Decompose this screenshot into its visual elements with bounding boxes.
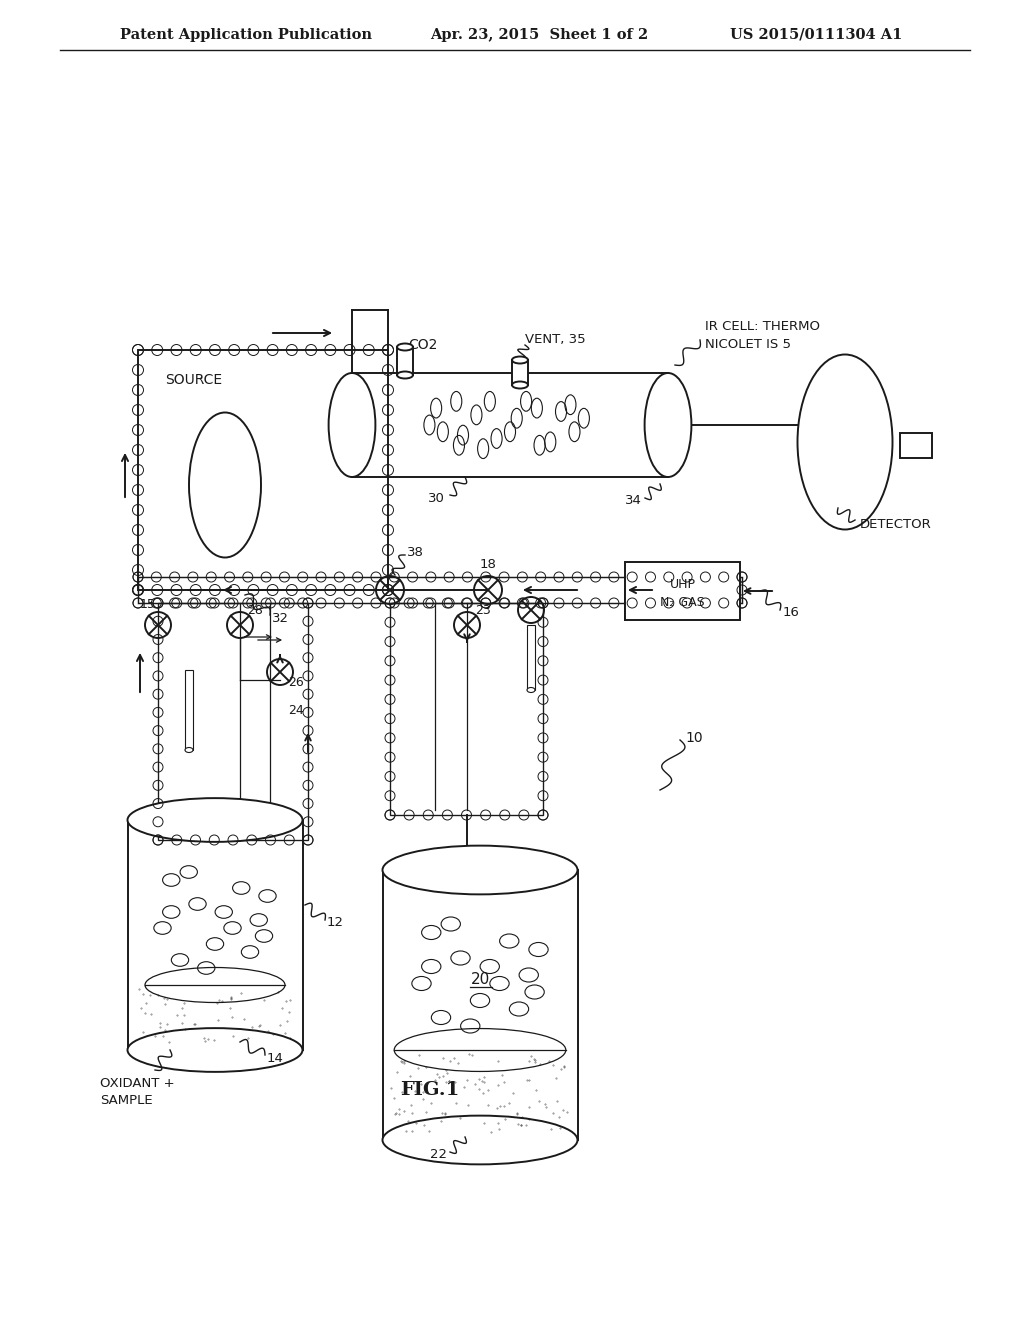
Ellipse shape — [128, 799, 302, 842]
Bar — [352, 374, 668, 477]
Text: VENT, 35: VENT, 35 — [525, 334, 586, 346]
Text: CO2: CO2 — [408, 338, 437, 352]
Text: 32: 32 — [272, 611, 289, 624]
Text: 20: 20 — [470, 973, 489, 987]
Bar — [185, 671, 193, 750]
Text: 24: 24 — [288, 704, 304, 717]
Text: DETECTOR: DETECTOR — [860, 519, 932, 532]
Bar — [138, 350, 388, 590]
Ellipse shape — [527, 688, 535, 693]
Text: OXIDANT +
SAMPLE: OXIDANT + SAMPLE — [100, 1077, 175, 1107]
Ellipse shape — [185, 747, 193, 752]
Ellipse shape — [383, 846, 578, 895]
Bar — [383, 870, 578, 1140]
Text: IR CELL: THERMO
NICOLET IS 5: IR CELL: THERMO NICOLET IS 5 — [705, 319, 820, 351]
Text: 26: 26 — [288, 676, 304, 689]
Text: 30: 30 — [428, 491, 445, 504]
Bar — [625, 562, 740, 620]
Bar — [158, 603, 308, 840]
Ellipse shape — [397, 343, 413, 351]
Text: 15: 15 — [140, 598, 156, 611]
Text: 28: 28 — [247, 603, 263, 616]
Text: Patent Application Publication: Patent Application Publication — [120, 28, 372, 42]
Text: 23: 23 — [475, 603, 490, 616]
Text: SOURCE: SOURCE — [165, 374, 222, 387]
Text: Apr. 23, 2015  Sheet 1 of 2: Apr. 23, 2015 Sheet 1 of 2 — [430, 28, 648, 42]
Ellipse shape — [798, 355, 893, 529]
Text: 10: 10 — [685, 731, 702, 744]
Text: 12: 12 — [327, 916, 344, 929]
Bar — [900, 433, 932, 458]
Text: 36: 36 — [908, 438, 924, 451]
Bar — [390, 603, 543, 814]
Ellipse shape — [128, 1028, 302, 1072]
Text: FIG.1: FIG.1 — [400, 1081, 460, 1100]
Text: US 2015/0111304 A1: US 2015/0111304 A1 — [730, 28, 902, 42]
Text: 14: 14 — [267, 1052, 284, 1064]
Bar — [527, 624, 535, 690]
Ellipse shape — [383, 1115, 578, 1164]
Ellipse shape — [512, 381, 528, 388]
Text: 16: 16 — [783, 606, 800, 619]
Ellipse shape — [644, 374, 691, 477]
Text: 34: 34 — [625, 494, 642, 507]
Text: 18: 18 — [480, 558, 497, 572]
Bar — [397, 347, 413, 375]
Text: UHP: UHP — [670, 578, 695, 591]
Text: N₂ GAS: N₂ GAS — [660, 597, 705, 610]
Bar — [138, 577, 742, 603]
Ellipse shape — [397, 371, 413, 379]
Text: 38: 38 — [407, 545, 424, 558]
Text: 22: 22 — [430, 1148, 447, 1162]
Ellipse shape — [512, 356, 528, 363]
Bar — [128, 820, 302, 1049]
Bar — [512, 360, 528, 385]
Ellipse shape — [329, 374, 376, 477]
Ellipse shape — [189, 412, 261, 557]
